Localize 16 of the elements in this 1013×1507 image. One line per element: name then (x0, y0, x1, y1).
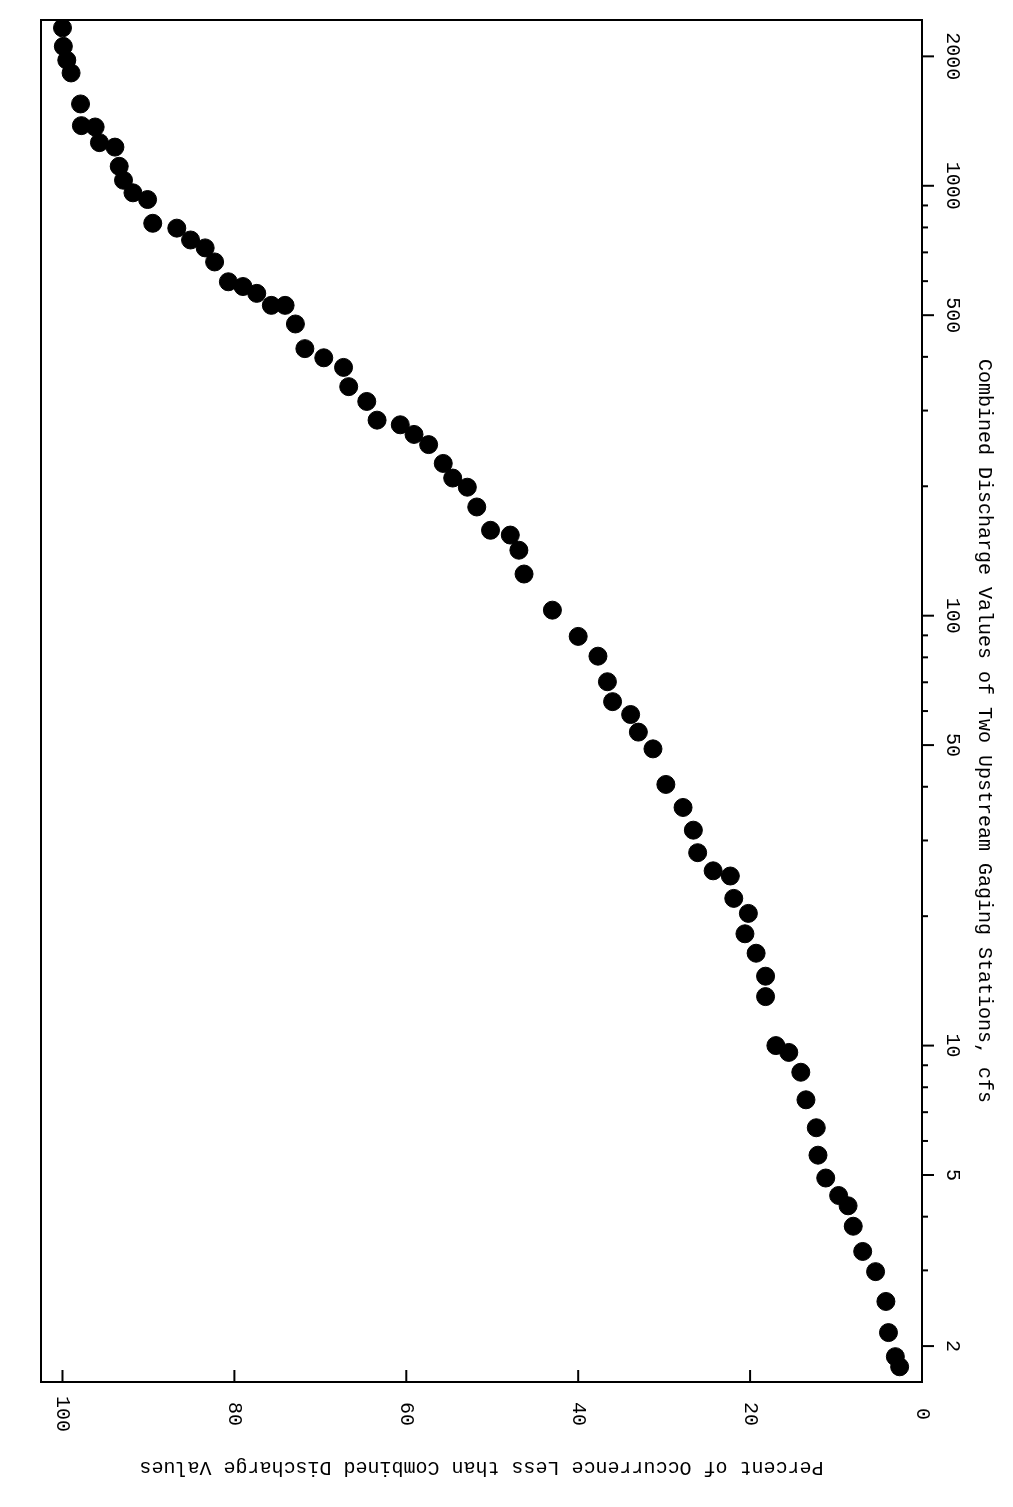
x-tick-label: 100 (51, 1395, 75, 1433)
y-tick-label: 10 (940, 1033, 964, 1058)
x-tick-label: 40 (566, 1401, 590, 1427)
x-tick-label: 20 (738, 1401, 762, 1427)
x-axis-title: Percent of Occurrence Less than Combined Discharge Values (139, 1455, 824, 1479)
y-tick-label: 100 (940, 597, 964, 634)
x-tick-label: 60 (395, 1401, 418, 1427)
x-tick-label: 0 (910, 1407, 934, 1421)
y-tick-label: 2 (940, 1340, 964, 1353)
y-tick-label: 5 (940, 1169, 964, 1182)
y-tick-label: 50 (940, 733, 964, 758)
y-tick-label: 1000 (940, 161, 964, 210)
x-tick-label: 80 (223, 1401, 247, 1427)
y-axis-title: Combined Discharge Values of Two Upstream Gaging Stations, cfs (972, 358, 996, 1104)
y-tick-label: 500 (940, 297, 964, 334)
y-tick-label: 2000 (940, 32, 964, 81)
